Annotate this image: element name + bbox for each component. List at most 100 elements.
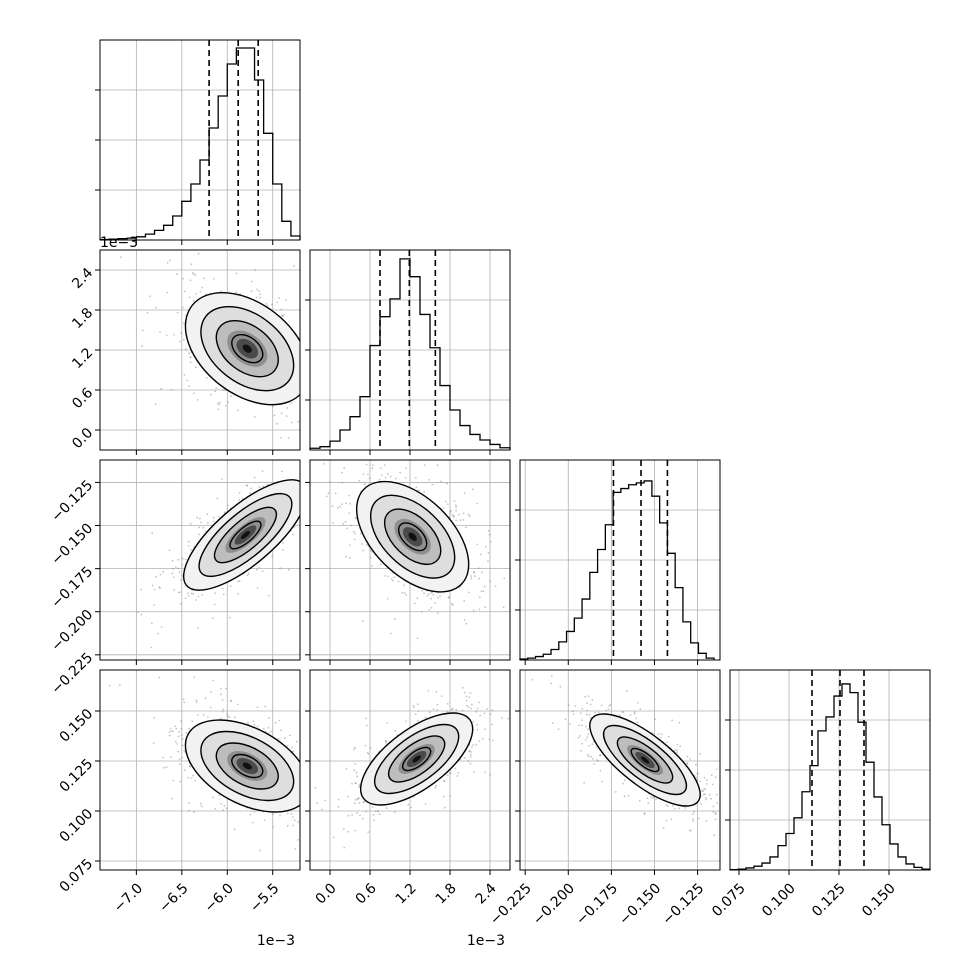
scatter-point [590,755,592,758]
scatter-point [169,259,171,262]
density-fill-5 [242,344,252,353]
contour-line-3 [359,712,474,806]
scatter-point [184,348,187,351]
scatter-point [190,777,193,779]
scatter-point [679,745,682,748]
scatter-point [228,716,231,719]
scatter-point [216,497,219,500]
scatter-point [678,807,680,810]
scatter-point [247,572,250,575]
scatter-point [494,585,497,588]
scatter-point [344,521,347,523]
scatter-point [423,490,425,493]
scatter-point [197,627,200,630]
scatter-point [292,533,295,536]
contour-line-1 [213,506,278,564]
scatter-point [261,470,264,472]
scatter-point [450,708,453,711]
scatter-point [368,477,371,480]
pair-content-1-3 [310,670,510,870]
scatter-point [204,530,207,533]
scatter-point [356,798,359,800]
scatter-point [159,573,162,576]
scatter-point [256,288,258,291]
scatter-point [569,723,571,725]
scatter-point [580,712,582,714]
scatter-point [587,755,590,758]
scatter-point [405,720,408,722]
scatter-point [435,784,437,787]
scatter-point [249,813,252,816]
scatter-point [487,529,490,532]
scatter-point [218,403,220,406]
scatter-point [424,716,427,719]
scatter-point [559,685,562,688]
scatter-point [358,479,361,482]
scatter-point [455,509,457,512]
scatter-point [704,788,707,790]
scatter-point [184,597,187,599]
scatter-point [287,437,290,439]
scatter-point [153,589,156,591]
scatter-point [464,526,467,529]
scatter-point [393,576,396,578]
scatter-point [354,516,357,519]
scatter-point [705,798,707,801]
hist-panel-0 [95,39,301,245]
scatter-point [180,332,183,335]
scatter-point [160,626,163,628]
scatter-point [238,492,241,494]
scatter-point [414,477,417,479]
scatter-point [237,593,240,595]
scatter-point [276,301,278,304]
scatter-point [195,366,197,369]
scatter-point [258,566,260,569]
scatter-point [479,553,482,556]
scatter-point [255,568,258,571]
scatter-point [385,741,387,744]
scatter-point [712,811,715,813]
scatter-point [478,701,481,704]
scatter-point [654,718,656,721]
pair-frame-0-3 [99,669,301,871]
scatter-point [284,298,287,301]
scatter-point [624,779,626,781]
scatter-point [435,690,438,693]
scatter-point [255,296,258,299]
scatter-point [414,713,417,716]
scatter-point [600,704,603,707]
scatter-point [214,808,217,810]
scatter-point [297,839,299,841]
density-fill-5 [640,756,650,764]
scatter-point [172,568,175,570]
contour-line-1 [215,319,279,378]
scatter-point [472,488,474,491]
scatter-point [275,422,278,425]
scatter-point [174,566,177,568]
scatter-point [211,617,214,619]
scatter-point [647,802,650,804]
pair-content-1-2 [310,460,510,660]
scatter-point [712,805,715,808]
y-offset-text-1: 1e−3 [100,235,138,251]
contour-line-2 [602,724,688,796]
scatter-point [446,702,449,705]
scatter-point [597,760,600,762]
scatter-point [253,723,256,726]
scatter-point [190,592,193,595]
scatter-point [221,710,224,713]
scatter-point [491,739,494,742]
scatter-point [297,821,299,823]
scatter-point [171,797,174,800]
scatter-point [158,676,161,679]
scatter-point [358,802,361,804]
scatter-point [618,714,621,716]
scatter-point [185,732,188,734]
scatter-point [686,762,689,764]
scatter-point [170,388,173,391]
scatter-point [416,719,419,722]
scatter-point [341,471,343,474]
scatter-point [472,609,475,612]
scatter-point [454,767,457,770]
hist-line-1 [309,258,511,450]
